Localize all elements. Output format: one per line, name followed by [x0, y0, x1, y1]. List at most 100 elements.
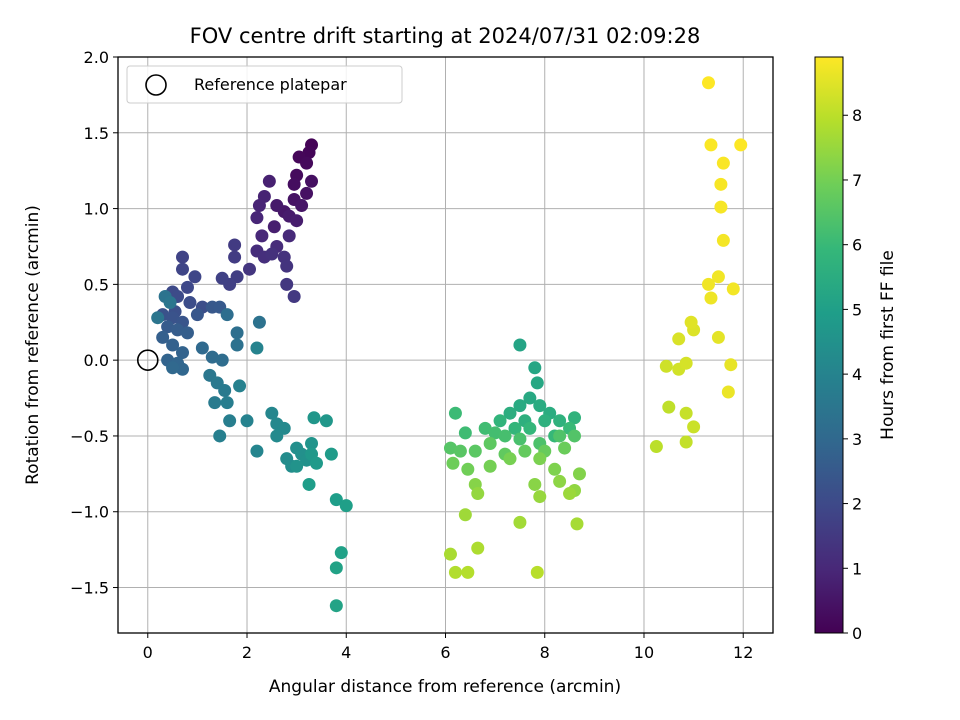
- scatter-point: [242, 262, 256, 276]
- scatter-points: [151, 76, 748, 613]
- scatter-point: [553, 414, 567, 428]
- x-axis-label: Angular distance from reference (arcmin): [269, 677, 621, 697]
- x-tick-label: 8: [540, 643, 550, 662]
- scatter-point: [166, 361, 180, 375]
- scatter-point: [568, 429, 582, 443]
- colorbar-tick-label: 7: [852, 171, 862, 190]
- scatter-point: [513, 338, 527, 352]
- scatter-point: [265, 406, 279, 420]
- scatter-point: [471, 541, 485, 555]
- y-axis-label: Rotation from reference (arcmin): [23, 205, 43, 485]
- scatter-point: [280, 277, 294, 291]
- scatter-point: [443, 441, 457, 455]
- colorbar-label: Hours from first FF file: [878, 250, 898, 440]
- scatter-point: [190, 308, 204, 322]
- scatter-point: [195, 341, 209, 355]
- scatter-point: [553, 474, 567, 488]
- scatter-point: [151, 311, 165, 325]
- scatter-point: [171, 323, 185, 337]
- reference-marker: [136, 349, 159, 371]
- scatter-point: [448, 406, 462, 420]
- scatter-point: [329, 599, 343, 613]
- scatter-point: [508, 421, 522, 435]
- y-tick-label: 0.0: [84, 351, 109, 370]
- scatter-point: [295, 199, 309, 213]
- scatter-point: [687, 420, 701, 434]
- scatter-point: [228, 250, 242, 264]
- scatter-point: [458, 426, 472, 440]
- scatter-point: [533, 399, 547, 413]
- scatter-point: [302, 477, 316, 491]
- scatter-point: [176, 250, 190, 264]
- scatter-point: [679, 435, 693, 449]
- scatter-point: [215, 271, 229, 285]
- colorbar-tick-label: 1: [852, 559, 862, 578]
- scatter-point: [572, 467, 586, 481]
- scatter-point: [309, 456, 323, 470]
- scatter-point: [478, 421, 492, 435]
- x-tick-label: 10: [634, 643, 654, 662]
- scatter-point: [319, 414, 333, 428]
- scatter-point: [250, 341, 264, 355]
- scatter-point: [215, 353, 229, 367]
- scatter-point: [252, 199, 266, 213]
- scatter-point: [458, 508, 472, 522]
- x-tick-label: 6: [440, 643, 450, 662]
- scatter-point: [218, 383, 232, 397]
- scatter-point: [188, 270, 202, 284]
- scatter-point: [461, 462, 475, 476]
- scatter-point: [267, 220, 281, 234]
- scatter-point: [568, 411, 582, 425]
- scatter-point: [156, 330, 170, 344]
- scatter-point: [213, 429, 227, 443]
- scatter-point: [513, 432, 527, 446]
- scatter-point: [714, 200, 728, 214]
- scatter-point: [503, 452, 517, 466]
- scatter-point: [205, 350, 219, 364]
- scatter-point: [287, 289, 301, 303]
- scatter-point: [513, 399, 527, 413]
- y-tick-label: 2.0: [84, 48, 109, 67]
- scatter-point: [533, 452, 547, 466]
- scatter-point: [662, 400, 676, 414]
- chart-title: FOV centre drift starting at 2024/07/31 …: [190, 24, 701, 48]
- scatter-point: [329, 561, 343, 575]
- scatter-point: [701, 76, 715, 90]
- y-tick-label: −1.5: [70, 579, 109, 598]
- grid: [118, 56, 773, 633]
- scatter-point: [223, 414, 237, 428]
- scatter-point: [530, 565, 544, 579]
- scatter-point: [570, 517, 584, 531]
- scatter-point: [252, 315, 266, 329]
- scatter-point: [471, 487, 485, 501]
- scatter-point: [659, 359, 673, 373]
- x-tick-label: 2: [242, 643, 252, 662]
- scatter-point: [672, 332, 686, 346]
- y-tick-label: 0.5: [84, 275, 109, 294]
- scatter-point: [233, 379, 247, 393]
- legend-label: Reference platepar: [194, 75, 347, 94]
- scatter-point: [305, 437, 319, 451]
- scatter-point: [443, 547, 457, 561]
- scatter-point: [513, 515, 527, 529]
- scatter-point: [270, 199, 284, 213]
- colorbar-tick-label: 2: [852, 495, 862, 514]
- scatter-point: [503, 406, 517, 420]
- scatter-point: [250, 211, 264, 225]
- scatter-point: [523, 391, 537, 405]
- scatter-point: [228, 238, 242, 252]
- scatter-point: [230, 326, 244, 340]
- scatter-point: [701, 277, 715, 291]
- scatter-point: [711, 270, 725, 284]
- scatter-point: [734, 138, 748, 152]
- scatter-point: [726, 282, 740, 296]
- scatter-point: [468, 444, 482, 458]
- scatter-point: [290, 459, 304, 473]
- legend: Reference platepar: [126, 65, 403, 104]
- scatter-point: [163, 296, 177, 310]
- scatter-point: [724, 358, 738, 372]
- scatter-point: [324, 447, 338, 461]
- scatter-point: [518, 444, 532, 458]
- scatter-point: [166, 338, 180, 352]
